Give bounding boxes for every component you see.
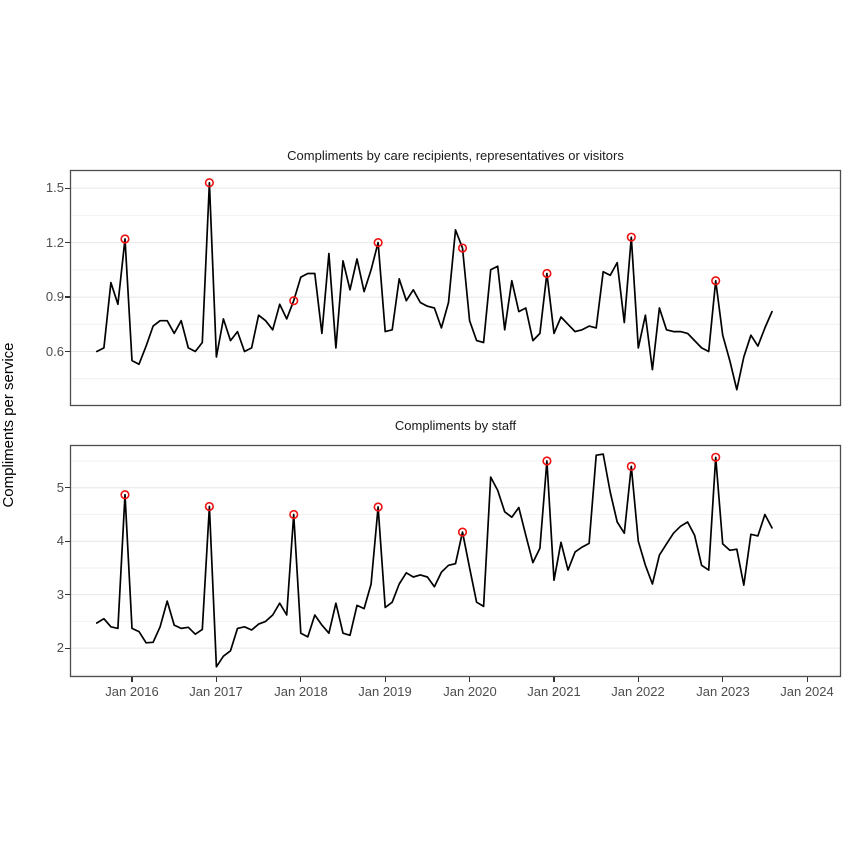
y-tick-mark [65, 350, 70, 353]
panel-border [69, 169, 842, 407]
december-highlight-marker [289, 509, 299, 520]
y-tick-label: 0.9 [45, 289, 64, 304]
series-line [95, 181, 773, 391]
x-tick-label: Jan 2023 [696, 684, 750, 699]
y-tick-label: 1.2 [45, 235, 64, 250]
x-tick-label: Jan 2018 [274, 684, 328, 699]
panel-title-staff: Compliments by staff [394, 418, 517, 433]
y-tick-mark [65, 540, 70, 542]
y-tick-mark [65, 647, 70, 649]
december-highlight-marker [289, 296, 299, 306]
panel-title-care-recipients: Compliments by care recipients, represen… [287, 148, 624, 163]
x-tick-label: Jan 2016 [105, 684, 159, 699]
x-tick-label: Jan 2019 [358, 684, 412, 699]
x-tick-mark [384, 677, 386, 682]
y-tick-mark [65, 242, 70, 244]
x-tick-label: Jan 2021 [527, 684, 581, 699]
december-highlight-marker [711, 276, 721, 286]
december-highlight-marker [542, 268, 552, 279]
december-highlight-marker [120, 490, 130, 500]
x-tick-mark [722, 677, 724, 682]
december-highlight-marker [373, 238, 383, 248]
y-tick-label: 5 [56, 480, 64, 495]
december-highlight-marker [204, 178, 214, 188]
chart-panel-staff [69, 444, 842, 678]
december-highlight-marker [373, 502, 383, 512]
x-tick-mark [215, 677, 217, 682]
y-tick-label: 1.5 [45, 180, 64, 195]
december-highlight-marker [457, 527, 468, 537]
x-tick-mark [637, 677, 639, 682]
x-tick-label: Jan 2020 [443, 684, 497, 699]
y-tick-label: 4 [56, 533, 64, 548]
y-tick-label: 0.6 [45, 344, 64, 359]
y-tick-label: 3 [56, 587, 64, 602]
y-tick-mark [65, 594, 70, 596]
x-tick-label: Jan 2017 [189, 684, 243, 699]
x-tick-mark [468, 677, 471, 682]
x-tick-mark [300, 677, 302, 682]
december-highlight-marker [626, 232, 636, 242]
december-highlight-marker [457, 243, 468, 253]
x-tick-mark [553, 677, 555, 682]
y-tick-mark [65, 296, 70, 298]
december-highlight-marker [120, 234, 130, 244]
chart-panel-care-recipients [69, 169, 842, 407]
y-tick-mark [65, 187, 70, 189]
x-tick-mark [131, 677, 133, 682]
december-highlight-marker [542, 456, 552, 466]
y-tick-label: 2 [56, 640, 64, 655]
series-line [95, 453, 773, 668]
x-tick-label: Jan 2024 [780, 684, 834, 699]
y-tick-mark [65, 487, 70, 489]
december-highlight-marker [626, 461, 636, 471]
x-tick-mark [806, 677, 808, 682]
december-highlight-marker [204, 501, 214, 512]
panel-border [69, 444, 842, 678]
x-tick-label: Jan 2022 [611, 684, 665, 699]
y-axis-label: Compliments per service [0, 342, 17, 508]
december-highlight-marker [711, 452, 721, 462]
